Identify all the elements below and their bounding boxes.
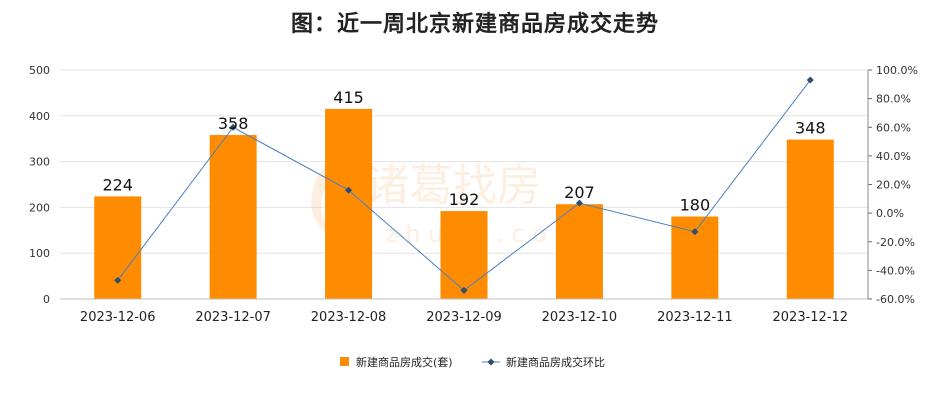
line-point — [460, 286, 468, 294]
line-point — [575, 199, 583, 207]
y-left-tick-label: 500 — [29, 64, 50, 77]
x-tick-label: 2023-12-11 — [657, 310, 733, 325]
watermark-text: 诸葛找房 — [365, 160, 541, 211]
bar-value-label: 192 — [449, 190, 480, 209]
y-right-tick-label: 20.0% — [876, 179, 911, 192]
y-right-tick-label: 60.0% — [876, 121, 911, 134]
line-point — [114, 276, 122, 284]
line-point — [229, 123, 237, 131]
y-right-tick-label: -20.0% — [876, 236, 915, 249]
line-point — [691, 228, 699, 236]
x-tick-label: 2023-12-09 — [426, 310, 502, 325]
y-left-tick-label: 300 — [29, 156, 50, 169]
y-right-tick-label: 0.0% — [876, 207, 904, 220]
bar — [209, 135, 257, 299]
y-right-tick-label: -40.0% — [876, 264, 915, 277]
y-right-tick-label: 80.0% — [876, 93, 911, 106]
bar — [440, 211, 488, 299]
line-series — [114, 76, 814, 294]
y-left-tick-label: 100 — [29, 247, 50, 260]
chart-title: 图：近一周北京新建商品房成交走势 — [290, 12, 659, 37]
y-left-tick-label: 200 — [29, 201, 50, 214]
y-left-tick-label: 0 — [43, 293, 50, 306]
x-tick-label: 2023-12-12 — [773, 310, 849, 325]
bar-value-label: 224 — [102, 175, 133, 194]
legend-label-bar: 新建商品房成交(套) — [356, 355, 453, 369]
y-right-tick-label: 40.0% — [876, 150, 911, 163]
legend-marker-line — [487, 358, 495, 366]
x-tick-label: 2023-12-06 — [80, 310, 156, 325]
y-right-tick-label: 100.0% — [876, 64, 918, 77]
bar — [555, 204, 603, 299]
bar-value-label: 358 — [218, 114, 249, 133]
bar-series — [94, 108, 834, 300]
y-right-tick-label: -60.0% — [876, 293, 915, 306]
x-tick-label: 2023-12-07 — [195, 310, 271, 325]
line-point — [345, 186, 353, 194]
legend: 新建商品房成交(套) 新建商品房成交环比 — [340, 355, 605, 369]
x-tick-label: 2023-12-10 — [542, 310, 618, 325]
legend-label-line: 新建商品房成交环比 — [506, 355, 605, 369]
axes: 0 100 200 300 400 500 -60.0% -40.0% -20.0% 0.0% 20… — [29, 64, 918, 325]
bar-value-label: 415 — [333, 88, 364, 107]
grid-lines — [60, 69, 868, 254]
legend-swatch-bar — [340, 357, 349, 366]
line-point — [806, 76, 814, 84]
y-left-tick-label: 400 — [29, 110, 50, 123]
data-labels: 224 358 415 192 207 180 348 — [102, 88, 825, 215]
x-tick-label: 2023-12-08 — [311, 310, 387, 325]
bar — [786, 139, 834, 299]
bar-value-label: 180 — [680, 196, 711, 215]
bar-value-label: 348 — [795, 119, 826, 138]
bar-value-label: 207 — [564, 183, 595, 202]
